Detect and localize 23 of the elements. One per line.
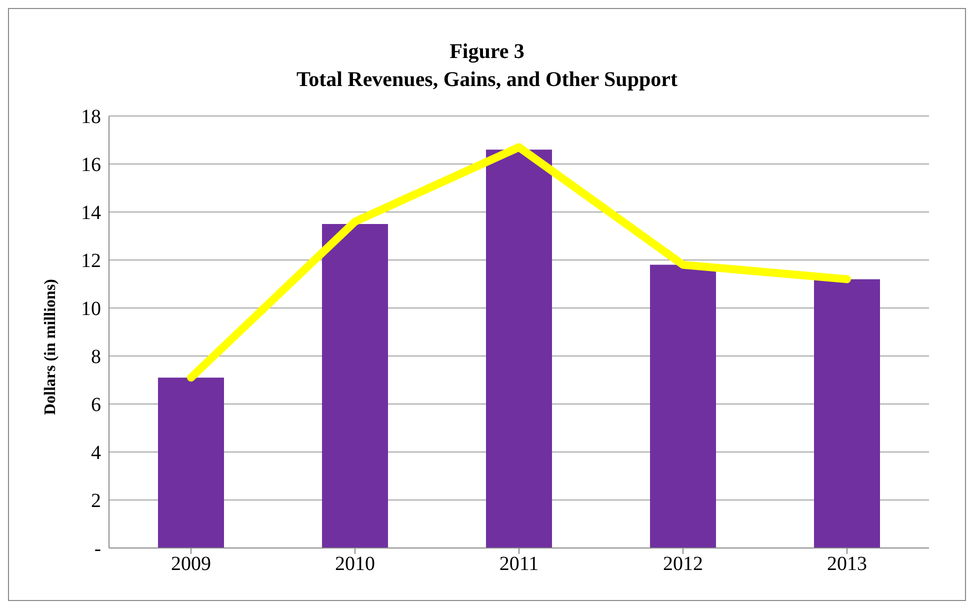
y-tick-label: 10 (81, 298, 101, 320)
y-tick-label: 12 (81, 250, 101, 272)
chart-title: Figure 3 (448, 38, 526, 65)
bar (486, 150, 552, 548)
y-tick-label: - (94, 538, 101, 560)
y-tick-label: 2 (91, 490, 101, 512)
y-tick-label: 18 (81, 106, 101, 128)
bar (322, 224, 388, 548)
y-tick-label: 16 (81, 154, 101, 176)
bar (158, 378, 224, 548)
y-axis-title: Dollars (in millions) (42, 278, 60, 416)
chart-subtitle: Total Revenues, Gains, and Other Support (296, 66, 678, 93)
x-tick-label: 2013 (827, 553, 867, 576)
x-tick-label: 2012 (663, 553, 703, 576)
bar (814, 279, 880, 548)
x-tick-label: 2011 (499, 553, 539, 576)
x-tick-label: 2010 (335, 553, 375, 576)
x-tick-label: 2009 (171, 553, 211, 576)
y-tick-label: 14 (81, 202, 101, 224)
y-tick-label: 4 (91, 442, 101, 464)
y-tick-label: 8 (91, 346, 101, 368)
y-tick-label: 6 (91, 394, 101, 416)
bar (650, 264, 716, 548)
